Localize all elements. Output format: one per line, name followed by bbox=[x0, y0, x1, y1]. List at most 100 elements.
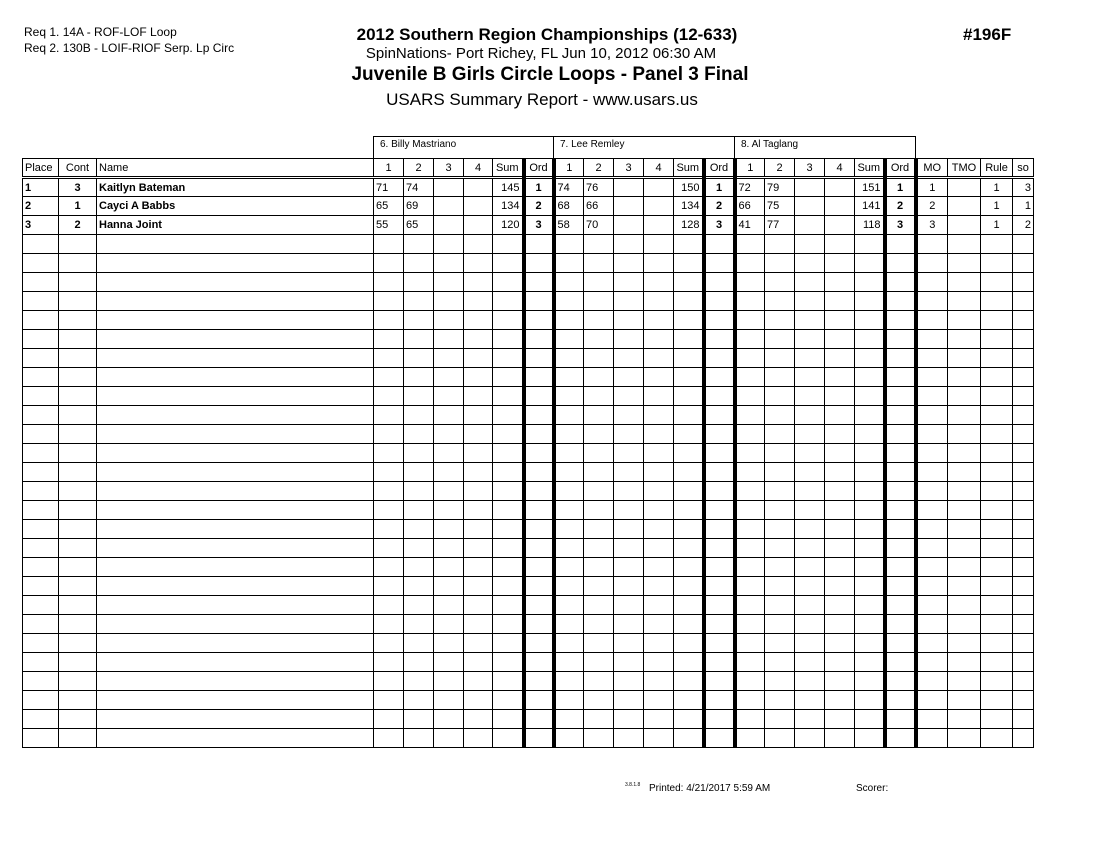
place-cell bbox=[22, 329, 59, 349]
judge2-score-3-cell bbox=[613, 519, 644, 539]
judge2-sum-cell bbox=[673, 443, 704, 463]
judge2-score-1-cell bbox=[551, 405, 584, 425]
judge3-sum-cell bbox=[854, 709, 885, 729]
tmo-cell bbox=[947, 538, 981, 558]
judge2-ord-cell bbox=[701, 424, 735, 444]
judge2-score-4-cell bbox=[643, 671, 674, 691]
judge2-sum-cell bbox=[673, 348, 704, 368]
judge1-score-1-cell bbox=[373, 481, 404, 501]
rule-cell bbox=[980, 272, 1013, 292]
judge1-score-3-cell bbox=[433, 215, 464, 235]
table-row bbox=[22, 405, 1034, 425]
judge3-score-2-cell bbox=[764, 253, 795, 273]
judge1-score-1-cell bbox=[373, 348, 404, 368]
judge1-score-4-cell bbox=[463, 177, 493, 197]
tmo-cell bbox=[947, 215, 981, 235]
judge2-score-4-cell bbox=[643, 538, 674, 558]
tmo-cell bbox=[947, 519, 981, 539]
judge1-score-4-cell bbox=[463, 538, 493, 558]
place-cell bbox=[22, 633, 59, 653]
judge2-score-2-cell bbox=[583, 348, 614, 368]
judge1-score-2-cell: 65 bbox=[403, 215, 434, 235]
so-cell bbox=[1012, 329, 1034, 349]
name-cell bbox=[96, 671, 374, 691]
place-cell bbox=[22, 443, 59, 463]
judge3-score-4-cell bbox=[824, 576, 855, 596]
judge1-score-1-cell bbox=[373, 234, 404, 254]
judge3-score-2-cell bbox=[764, 424, 795, 444]
name-cell bbox=[96, 728, 374, 748]
judge3-score-4-cell bbox=[824, 348, 855, 368]
judge1-score-4-cell bbox=[463, 234, 493, 254]
mo-cell bbox=[913, 538, 948, 558]
judge1-score-2-cell bbox=[403, 424, 434, 444]
judge3-score-4-cell bbox=[824, 671, 855, 691]
rule-cell bbox=[980, 443, 1013, 463]
judge3-sum-cell: 118 bbox=[854, 215, 885, 235]
table-row bbox=[22, 709, 1034, 729]
judge3-score-1-cell bbox=[732, 614, 765, 634]
judge2-score-2-cell: 76 bbox=[583, 177, 614, 197]
judge2-score-2-cell bbox=[583, 576, 614, 596]
judge3-score-1-cell: 66 bbox=[732, 196, 765, 216]
judge1-sum-cell bbox=[492, 405, 524, 425]
judge1-ord-cell: 1 bbox=[521, 177, 554, 197]
col-cont: Cont bbox=[58, 158, 97, 179]
judge3-sum-cell bbox=[854, 348, 885, 368]
name-cell bbox=[96, 253, 374, 273]
judge1-score-2-cell bbox=[403, 519, 434, 539]
rule-cell bbox=[980, 405, 1013, 425]
header-row: Place Cont Name 1 2 3 4 Sum Ord 1 2 3 4 Sum Ord 1 2 3 4 Sum… bbox=[22, 158, 1034, 179]
tmo-cell bbox=[947, 690, 981, 710]
judge3-ord-cell bbox=[882, 614, 916, 634]
judge3-score-3-cell bbox=[794, 386, 825, 406]
judge2-score-1-cell bbox=[551, 272, 584, 292]
judge3-score-3-cell bbox=[794, 557, 825, 577]
judge1-score-4-cell bbox=[463, 671, 493, 691]
rule-cell bbox=[980, 481, 1013, 501]
judge2-score-4-cell bbox=[643, 234, 674, 254]
judge2-score-4-cell bbox=[643, 329, 674, 349]
tmo-cell bbox=[947, 633, 981, 653]
judge1-score-3-cell bbox=[433, 196, 464, 216]
name-cell bbox=[96, 310, 374, 330]
judge3-score-3-cell bbox=[794, 424, 825, 444]
judge3-score-3-cell bbox=[794, 671, 825, 691]
judge2-score-4-cell bbox=[643, 443, 674, 463]
table-row bbox=[22, 728, 1034, 748]
judge1-score-1-cell: 55 bbox=[373, 215, 404, 235]
name-cell bbox=[96, 633, 374, 653]
judge1-score-1-cell bbox=[373, 690, 404, 710]
judge1-score-1-cell bbox=[373, 728, 404, 748]
judge2-score-4-cell bbox=[643, 405, 674, 425]
rule-cell bbox=[980, 253, 1013, 273]
judge1-ord-cell bbox=[521, 272, 554, 292]
judge3-score-3-cell bbox=[794, 329, 825, 349]
judge1-sum-cell: 120 bbox=[492, 215, 524, 235]
judge1-score-3-cell bbox=[433, 443, 464, 463]
judge2-score-2-cell bbox=[583, 462, 614, 482]
judge2-score-2-cell bbox=[583, 310, 614, 330]
judge1-score-2-cell bbox=[403, 576, 434, 596]
cont-cell bbox=[58, 557, 97, 577]
judge2-score-1-cell bbox=[551, 462, 584, 482]
name-cell bbox=[96, 348, 374, 368]
judge2-ord-cell bbox=[701, 481, 735, 501]
judge3-score-2-cell: 79 bbox=[764, 177, 795, 197]
judge3-score-2-cell bbox=[764, 462, 795, 482]
mo-cell bbox=[913, 367, 948, 387]
judge3-score-2-cell bbox=[764, 652, 795, 672]
rule-cell bbox=[980, 386, 1013, 406]
judge3-sum-cell bbox=[854, 538, 885, 558]
judge2-score-1-cell bbox=[551, 481, 584, 501]
judge1-ord-cell bbox=[521, 291, 554, 311]
judge2-score-4-cell bbox=[643, 481, 674, 501]
place-cell bbox=[22, 500, 59, 520]
judge1-score-2-cell bbox=[403, 253, 434, 273]
cont-cell bbox=[58, 329, 97, 349]
judge1-score-3-cell bbox=[433, 671, 464, 691]
judge3-score-4-cell bbox=[824, 462, 855, 482]
judge2-score-3-cell bbox=[613, 291, 644, 311]
judge3-score-3-cell bbox=[794, 196, 825, 216]
judge3-sum-cell bbox=[854, 614, 885, 634]
